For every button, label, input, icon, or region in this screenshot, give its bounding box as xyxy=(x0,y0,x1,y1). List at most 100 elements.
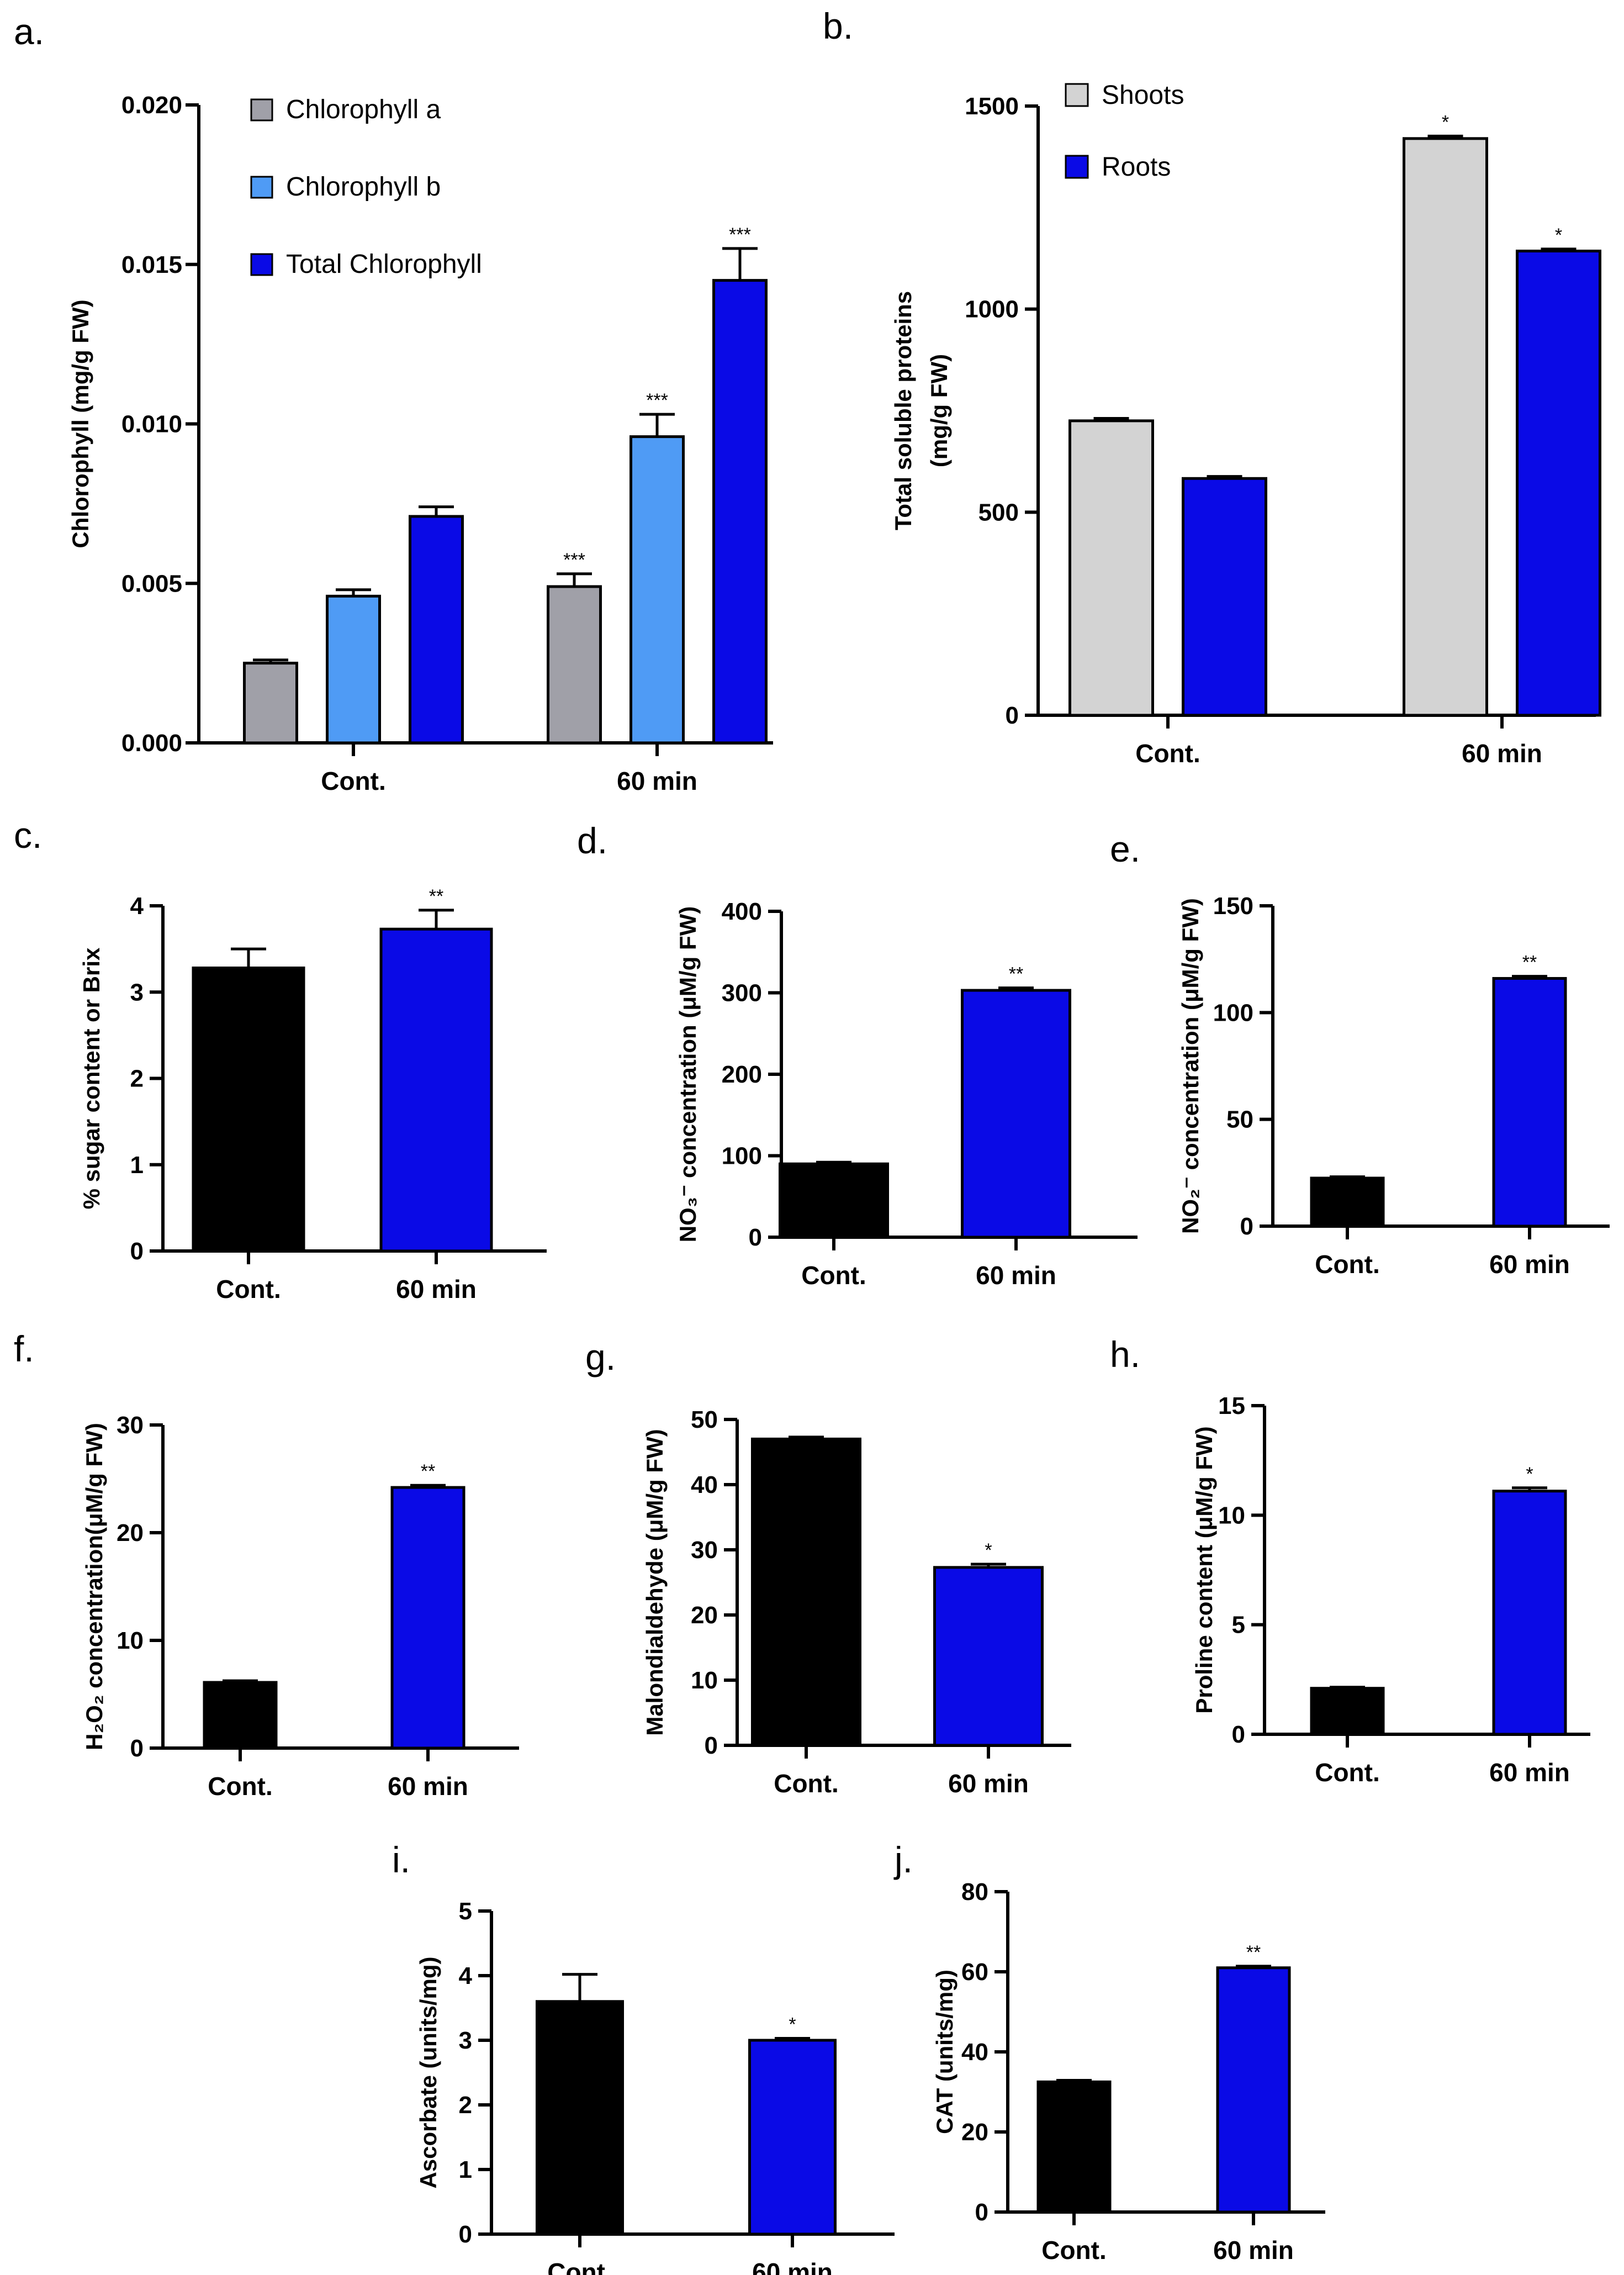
y-axis-label-j: CAT (units/mg) xyxy=(932,1970,958,2134)
y-tick-label-h: 15 xyxy=(1218,1392,1245,1419)
bar-e xyxy=(1492,976,1567,1228)
legend-swatch-a xyxy=(250,98,273,122)
bar-i xyxy=(748,2039,837,2236)
x-tick-label-f: 60 min xyxy=(388,1772,468,1801)
y-tick-label-i: 1 xyxy=(459,2156,472,2183)
error-bar-a xyxy=(639,413,675,437)
x-tick-label-f: Cont. xyxy=(208,1772,273,1801)
chart-panel-g: g. 0 10 20 30 40 50 Cont. 60 min Malondialdehyde … xyxy=(585,1337,1071,1798)
chart-panel-e: e. 0 50 100 150 Cont. 60 min NO₂⁻ concentration… xyxy=(1110,828,1610,1279)
error-bar-i xyxy=(562,1973,597,2002)
error-bar-e xyxy=(1512,975,1547,979)
y-tick-label-c: 4 xyxy=(130,893,144,920)
error-bar-g xyxy=(971,1563,1006,1567)
x-tick-label-j: 60 min xyxy=(1213,2236,1294,2265)
error-bar-a xyxy=(722,247,758,281)
bar-c xyxy=(379,927,493,1253)
y-tick-label-a: 0.015 xyxy=(121,251,182,278)
legend-swatch-b xyxy=(1065,83,1089,107)
y-axis-label-c: % sugar content or Brix xyxy=(78,947,104,1209)
x-tick-label-d: Cont. xyxy=(801,1261,866,1290)
significance-label-a: *** xyxy=(563,550,585,571)
error-bar-h xyxy=(1512,1486,1547,1491)
y-tick-label-i: 4 xyxy=(459,1962,473,1989)
error-bar-g xyxy=(789,1435,824,1439)
significance-label-a: *** xyxy=(729,224,751,245)
y-tick-label-h: 5 xyxy=(1232,1612,1245,1639)
y-tick-label-f: 30 xyxy=(117,1412,144,1439)
panel-label-g: g. xyxy=(585,1337,616,1377)
panel-label-j: j. xyxy=(893,1839,913,1880)
significance-label-j: ** xyxy=(1246,1942,1261,1963)
y-axis-label-e: NO₂⁻ concentration (μM/g FW) xyxy=(1177,898,1203,1234)
bar-h xyxy=(1492,1490,1567,1736)
error-bar-c xyxy=(231,947,266,968)
y-tick-label-e: 50 xyxy=(1226,1106,1253,1133)
legend-label-a: Chlorophyll b xyxy=(286,172,441,202)
y-tick-label-b: 500 xyxy=(978,499,1019,526)
bar-j xyxy=(1216,1966,1291,2214)
x-tick-label-e: Cont. xyxy=(1315,1250,1380,1279)
y-axis-label2-b: (mg/g FW) xyxy=(926,354,952,467)
error-bar-e xyxy=(1330,1175,1365,1179)
bar-g xyxy=(751,1437,861,1747)
y-tick-label-g: 30 xyxy=(691,1537,718,1564)
chart-panel-j: j. 0 20 40 60 80 Cont. 60 min CAT (units/mg) ** xyxy=(893,1839,1325,2265)
y-tick-label-g: 0 xyxy=(705,1732,718,1759)
y-tick-label-e: 0 xyxy=(1240,1213,1253,1240)
x-tick-label-c: 60 min xyxy=(396,1275,477,1303)
y-tick-label-e: 150 xyxy=(1213,893,1253,920)
bar-f xyxy=(390,1486,465,1750)
bar-a xyxy=(326,594,381,745)
legend-swatch-a xyxy=(250,176,273,199)
error-bar-b xyxy=(1207,475,1242,479)
y-tick-label-g: 10 xyxy=(691,1667,718,1694)
y-tick-label-j: 80 xyxy=(961,1878,988,1905)
chart-panel-a: a. 0.000 0.005 0.010 0.015 0.020 Cont. 60 min Ch… xyxy=(14,11,773,795)
bar-e xyxy=(1310,1176,1385,1228)
y-tick-label-f: 10 xyxy=(117,1627,144,1654)
bar-a xyxy=(630,435,685,745)
y-axis-label-g: Malondialdehyde (μM/g FW) xyxy=(642,1429,668,1735)
x-tick-label-b: Cont. xyxy=(1135,739,1200,768)
x-tick-label-e: 60 min xyxy=(1489,1250,1570,1279)
x-tick-label-a: 60 min xyxy=(617,767,697,795)
panel-label-f: f. xyxy=(14,1328,34,1369)
significance-label-a: *** xyxy=(646,390,668,411)
y-tick-label-d: 200 xyxy=(722,1061,762,1088)
error-bar-f xyxy=(410,1484,446,1488)
panel-label-h: h. xyxy=(1110,1334,1140,1375)
x-tick-label-i: 60 min xyxy=(752,2258,833,2275)
legend-label-b: Roots xyxy=(1102,152,1171,182)
significance-label-g: * xyxy=(985,1540,992,1561)
significance-label-h: * xyxy=(1526,1464,1533,1485)
bar-b xyxy=(1516,250,1601,717)
error-bar-a xyxy=(253,658,288,663)
y-tick-label-j: 60 xyxy=(961,1959,988,1986)
error-bar-a xyxy=(336,588,371,597)
legend-label-a: Total Chlorophyll xyxy=(286,250,482,279)
error-bar-h xyxy=(1330,1686,1365,1689)
y-tick-label-h: 10 xyxy=(1218,1502,1245,1529)
chart-panel-d: d. 0 100 200 300 400 Cont. 60 min NO₃⁻ concentra… xyxy=(577,820,1138,1290)
bar-f xyxy=(203,1681,278,1750)
x-tick-label-d: 60 min xyxy=(976,1261,1056,1290)
y-tick-label-e: 100 xyxy=(1213,999,1253,1026)
panel-label-a: a. xyxy=(14,11,44,52)
significance-label-i: * xyxy=(789,2014,796,2035)
chart-panel-c: c. 0 1 2 3 4 Cont. 60 min % sugar content or Bri… xyxy=(14,815,547,1303)
y-axis-label-b: Total soluble proteins xyxy=(890,291,916,530)
bar-c xyxy=(192,967,305,1253)
y-axis-label-f: H₂O₂ concentration(μM/g FW) xyxy=(81,1423,107,1750)
x-tick-label-i: Cont. xyxy=(547,2258,612,2275)
panel-label-b: b. xyxy=(823,6,853,46)
bar-d xyxy=(779,1162,889,1239)
significance-label-b: * xyxy=(1555,225,1562,246)
error-bar-d xyxy=(998,986,1034,991)
bar-g xyxy=(933,1566,1044,1747)
y-tick-label-g: 40 xyxy=(691,1471,718,1498)
significance-label-e: ** xyxy=(1522,952,1537,973)
y-tick-label-i: 5 xyxy=(459,1898,472,1925)
error-bar-b xyxy=(1093,416,1129,421)
error-bar-b xyxy=(1427,134,1463,139)
